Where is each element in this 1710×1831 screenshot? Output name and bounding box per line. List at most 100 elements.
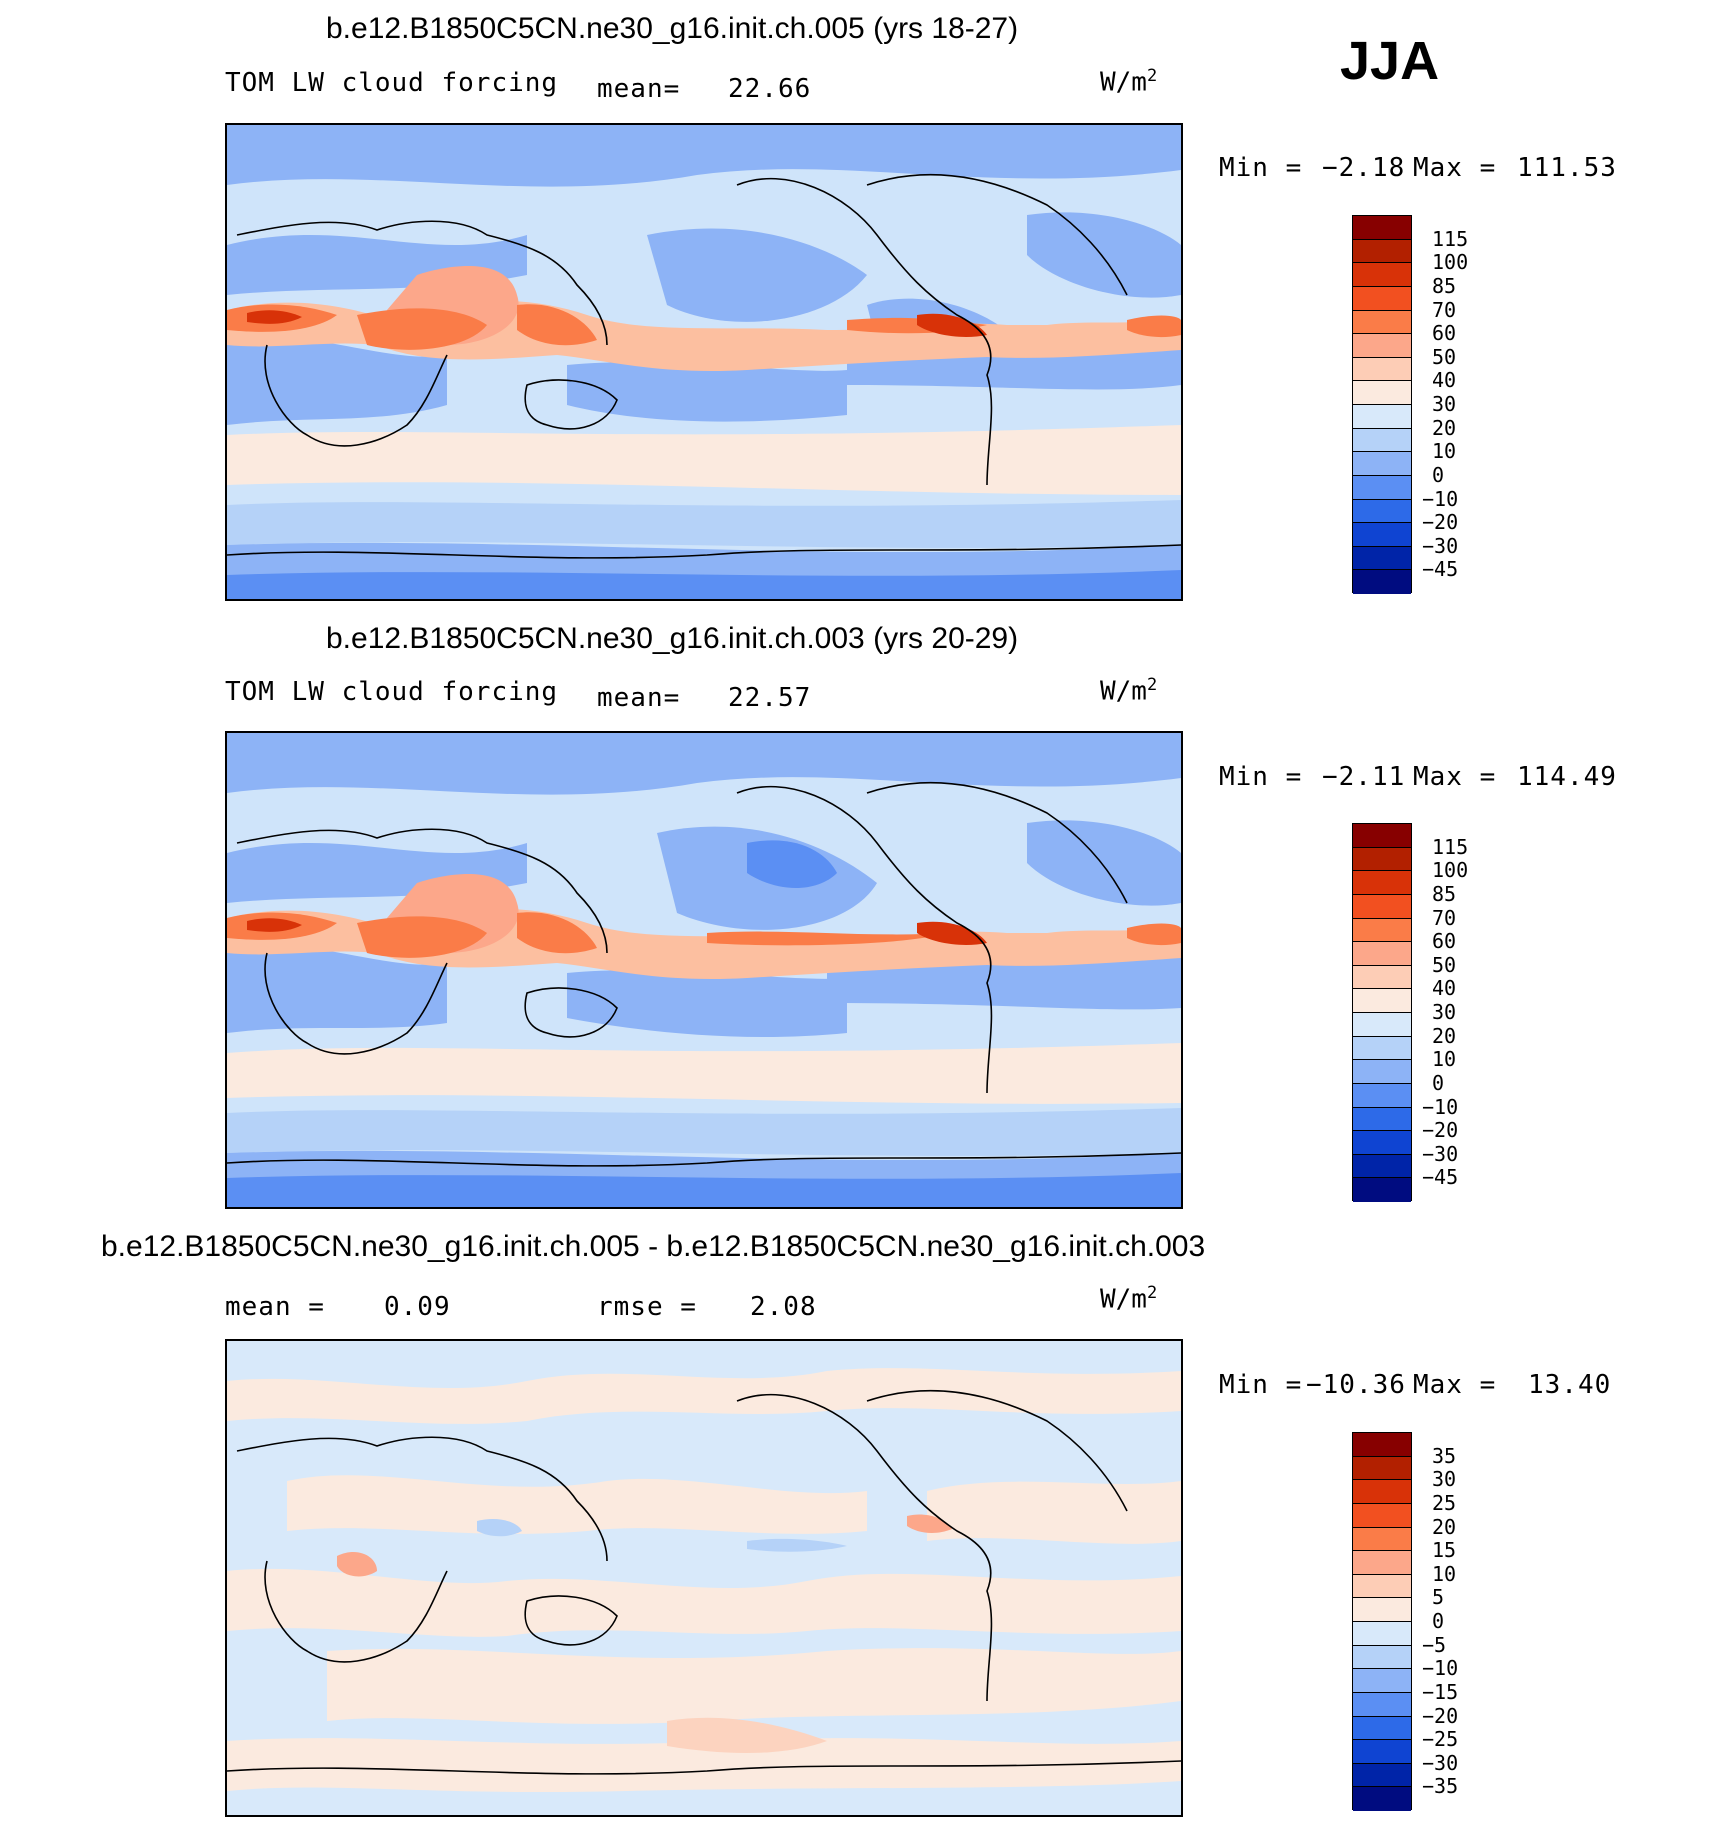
colorbar-swatch bbox=[1353, 1433, 1411, 1457]
colorbar-swatch bbox=[1353, 1154, 1411, 1179]
panel-2-units: W/m2 bbox=[1100, 675, 1158, 707]
colorbar-tick-label: 100 bbox=[1432, 250, 1469, 275]
colorbar-tick-label: 85 bbox=[1432, 881, 1457, 906]
colorbar-tick-label: 5 bbox=[1432, 1585, 1445, 1610]
colorbar-swatch bbox=[1353, 452, 1411, 476]
colorbar-swatch bbox=[1353, 310, 1411, 335]
colorbar-tick-label: 35 bbox=[1432, 1443, 1457, 1468]
panel-3-mean-label: mean = bbox=[225, 1292, 325, 1322]
colorbar-swatch bbox=[1353, 1527, 1411, 1552]
colorbar-tick-label: 30 bbox=[1432, 1467, 1457, 1492]
colorbar-tick-label: 50 bbox=[1432, 344, 1457, 369]
panel-2-contour-field bbox=[227, 733, 1181, 1207]
colorbar-swatch bbox=[1353, 965, 1411, 990]
colorbar-swatch bbox=[1353, 1740, 1411, 1764]
colorbar-swatch bbox=[1353, 546, 1411, 571]
panel-1-variable: TOM LW cloud forcing bbox=[225, 68, 559, 98]
colorbar-swatch bbox=[1353, 1763, 1411, 1788]
panel-2-map bbox=[225, 731, 1183, 1209]
colorbar-swatch bbox=[1353, 216, 1411, 240]
panel-3-title: b.e12.B1850C5CN.ne30_g16.init.ch.005 - b… bbox=[101, 1230, 1206, 1263]
colorbar-swatch bbox=[1353, 1551, 1411, 1575]
panel-3-mean-value: 0.09 bbox=[384, 1292, 451, 1322]
colorbar-tick-label: −10 bbox=[1422, 1094, 1459, 1119]
colorbar-swatch bbox=[1353, 1083, 1411, 1108]
panel-3-rmse-value: 2.08 bbox=[750, 1292, 817, 1322]
panel-3-rmse-label: rmse = bbox=[597, 1292, 697, 1322]
panel-1-max-value: 111.53 bbox=[1517, 153, 1617, 183]
colorbar-swatch bbox=[1353, 1456, 1411, 1481]
colorbar-tick-label: 60 bbox=[1432, 929, 1457, 954]
panel-1-colorbar bbox=[1352, 215, 1412, 594]
colorbar-tick-label: −25 bbox=[1422, 1727, 1459, 1752]
colorbar-swatch bbox=[1353, 1645, 1411, 1670]
colorbar-swatch bbox=[1353, 1107, 1411, 1132]
colorbar-swatch bbox=[1353, 1036, 1411, 1061]
colorbar-swatch bbox=[1353, 1622, 1411, 1646]
colorbar-swatch bbox=[1353, 1669, 1411, 1693]
colorbar-swatch bbox=[1353, 523, 1411, 547]
colorbar-tick-label: 30 bbox=[1432, 1000, 1457, 1024]
colorbar-tick-label: −45 bbox=[1422, 557, 1459, 582]
colorbar-swatch bbox=[1353, 475, 1411, 500]
panel-2-max-label: Max = bbox=[1413, 762, 1497, 792]
colorbar-swatch bbox=[1353, 824, 1411, 848]
panel-3-min-label: Min = bbox=[1219, 1370, 1303, 1400]
panel-1-title: b.e12.B1850C5CN.ne30_g16.init.ch.005 (yr… bbox=[326, 12, 1019, 45]
colorbar-tick-label: 20 bbox=[1432, 415, 1457, 440]
colorbar-tick-label: −20 bbox=[1422, 510, 1459, 535]
panel-1-map bbox=[225, 123, 1183, 601]
panel-2-variable: TOM LW cloud forcing bbox=[225, 677, 559, 707]
panel-1-min-label: Min = bbox=[1219, 153, 1303, 183]
panel-2-min-value: −2.11 bbox=[1322, 762, 1406, 792]
colorbar-swatch bbox=[1353, 989, 1411, 1013]
colorbar-tick-label: −15 bbox=[1422, 1679, 1459, 1704]
colorbar-tick-label: 20 bbox=[1432, 1514, 1457, 1539]
panel-2-mean-value: 22.57 bbox=[728, 683, 812, 713]
colorbar-swatch bbox=[1353, 499, 1411, 524]
panel-3-contour-field bbox=[227, 1341, 1181, 1815]
colorbar-swatch bbox=[1353, 428, 1411, 453]
colorbar-swatch bbox=[1353, 1013, 1411, 1037]
colorbar-tick-label: 70 bbox=[1432, 905, 1457, 930]
colorbar-swatch bbox=[1353, 239, 1411, 264]
colorbar-tick-label: 85 bbox=[1432, 273, 1457, 298]
panel-2-mean-label: mean= bbox=[597, 683, 681, 713]
colorbar-swatch bbox=[1353, 1574, 1411, 1599]
panel-1-units: W/m2 bbox=[1100, 66, 1158, 98]
colorbar-tick-label: −45 bbox=[1422, 1165, 1459, 1190]
season-label: JJA bbox=[1340, 31, 1440, 91]
colorbar-tick-label: −30 bbox=[1422, 1141, 1459, 1166]
colorbar-swatch bbox=[1353, 381, 1411, 405]
colorbar-tick-label: −5 bbox=[1422, 1632, 1447, 1657]
colorbar-swatch bbox=[1353, 1598, 1411, 1622]
colorbar-swatch bbox=[1353, 1787, 1411, 1811]
colorbar-swatch bbox=[1353, 357, 1411, 382]
colorbar-tick-label: −30 bbox=[1422, 1750, 1459, 1775]
panel-2-title: b.e12.B1850C5CN.ne30_g16.init.ch.003 (yr… bbox=[326, 622, 1019, 655]
colorbar-swatch bbox=[1353, 942, 1411, 966]
colorbar-swatch bbox=[1353, 1480, 1411, 1504]
colorbar-tick-label: 0 bbox=[1432, 462, 1445, 487]
panel-1-contour-field bbox=[227, 125, 1181, 599]
colorbar-swatch bbox=[1353, 263, 1411, 287]
colorbar-swatch bbox=[1353, 871, 1411, 895]
colorbar-tick-label: 0 bbox=[1432, 1070, 1445, 1095]
colorbar-swatch bbox=[1353, 1692, 1411, 1717]
colorbar-tick-label: −10 bbox=[1422, 1656, 1459, 1681]
colorbar-swatch bbox=[1353, 570, 1411, 594]
colorbar-tick-label: 20 bbox=[1432, 1023, 1457, 1048]
colorbar-swatch bbox=[1353, 405, 1411, 429]
colorbar-swatch bbox=[1353, 1716, 1411, 1741]
colorbar-tick-label: 50 bbox=[1432, 952, 1457, 977]
colorbar-swatch bbox=[1353, 286, 1411, 311]
colorbar-tick-label: 115 bbox=[1432, 834, 1469, 859]
panel-1-min-value: −2.18 bbox=[1322, 153, 1406, 183]
panel-2-min-label: Min = bbox=[1219, 762, 1303, 792]
colorbar-swatch bbox=[1353, 1060, 1411, 1084]
colorbar-tick-label: −20 bbox=[1422, 1703, 1459, 1728]
colorbar-tick-label: 115 bbox=[1432, 226, 1469, 251]
panel-2-colorbar bbox=[1352, 823, 1412, 1202]
colorbar-tick-label: 100 bbox=[1432, 858, 1469, 883]
panel-2-max-value: 114.49 bbox=[1517, 762, 1617, 792]
